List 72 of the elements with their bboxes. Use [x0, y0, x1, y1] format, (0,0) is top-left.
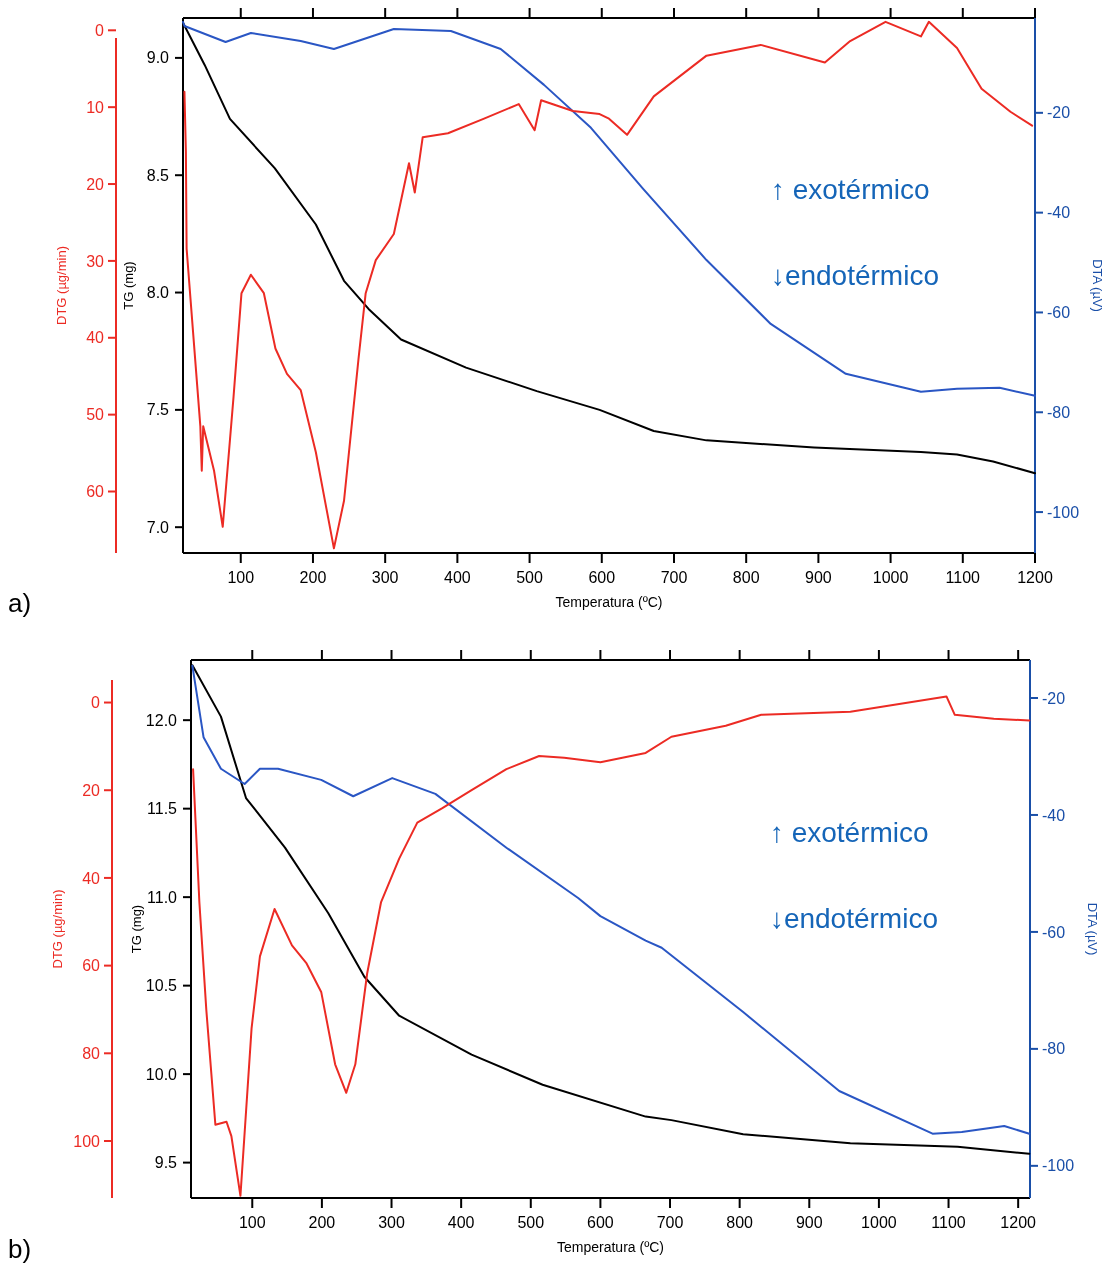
- y2-axis-title: DTA (µV): [1090, 259, 1105, 312]
- y2-tick-label: -100: [1042, 1157, 1075, 1175]
- x-tick-label: 100: [227, 569, 255, 586]
- y-tick-label: 12.0: [145, 711, 178, 729]
- y3-axis-title: DTG (µg/min): [50, 889, 65, 969]
- y-tick-label: 7.5: [146, 401, 170, 419]
- x-tick-label: 600: [588, 569, 616, 586]
- y3-tick-label: 0: [91, 694, 101, 712]
- y-tick-label: 10.5: [145, 977, 178, 995]
- x-tick-label: 500: [516, 569, 544, 586]
- x-tick-label: 1100: [945, 569, 981, 586]
- x-tick-label: 1000: [872, 569, 909, 586]
- x-axis-title: Temperatura (ºC): [556, 1239, 665, 1255]
- x-tick-label: 200: [299, 569, 327, 586]
- x-tick-label: 900: [795, 1214, 823, 1231]
- x-tick-label: 500: [517, 1214, 545, 1231]
- annotation: ↓endotérmico: [770, 259, 939, 291]
- x-tick-label: 1200: [1017, 569, 1053, 586]
- y3-tick-label: 10: [86, 98, 105, 116]
- y3-tick-label: 40: [86, 329, 105, 347]
- y3-tick-label: 40: [82, 869, 101, 887]
- y2-tick-label: -20: [1047, 104, 1071, 122]
- y-tick-label: 11.5: [147, 800, 178, 818]
- y-tick-label: 8.0: [146, 284, 170, 302]
- y2-tick-label: -20: [1042, 689, 1066, 707]
- y-tick-label: 7.0: [146, 518, 170, 536]
- y3-tick-label: 20: [82, 781, 101, 799]
- x-tick-label: 300: [378, 1214, 405, 1231]
- y2-tick-label: -60: [1042, 923, 1066, 941]
- y-tick-label: 8.5: [146, 166, 170, 184]
- y2-tick-label: -80: [1047, 403, 1071, 421]
- x-tick-label: 400: [447, 1214, 475, 1231]
- y2-tick-label: -100: [1047, 503, 1080, 521]
- y-axis-title: TG (mg): [129, 904, 144, 954]
- y-tick-label: 10.0: [145, 1065, 178, 1083]
- x-tick-label: 100: [238, 1214, 266, 1231]
- y2-tick-label: -40: [1042, 806, 1066, 824]
- x-tick-label: 600: [587, 1214, 614, 1231]
- y-tick-label: 9.0: [146, 49, 170, 67]
- y3-tick-label: 60: [82, 957, 101, 975]
- text: a): [8, 588, 32, 618]
- x-tick-label: 700: [660, 569, 688, 586]
- x-tick-label: 1200: [1000, 1214, 1037, 1231]
- y3-tick-label: 80: [82, 1044, 101, 1062]
- y3-tick-label: 60: [86, 483, 105, 501]
- y3-tick-label: 50: [86, 406, 105, 424]
- y3-tick-label: 0: [95, 21, 105, 39]
- y3-axis-title: DTG (µg/min): [54, 246, 69, 325]
- y2-tick-label: -80: [1042, 1040, 1066, 1058]
- x-axis-title: Temperatura (ºC): [555, 594, 663, 610]
- y3-tick-label: 100: [73, 1132, 101, 1150]
- x-tick-label: 800: [726, 1214, 754, 1231]
- annotation: ↑ exotérmico: [769, 816, 929, 848]
- x-tick-label: 700: [656, 1214, 684, 1231]
- annotation: ↑ exotérmico: [770, 174, 930, 205]
- y-tick-label: 9.5: [154, 1154, 178, 1172]
- x-tick-label: 900: [805, 569, 832, 586]
- y2-axis-title: DTA (µV): [1085, 902, 1100, 956]
- y2-tick-label: -40: [1047, 204, 1071, 222]
- x-tick-label: 300: [371, 569, 399, 586]
- y-tick-label: 11.0: [147, 888, 178, 906]
- annotation: ↓endotérmico: [769, 903, 938, 935]
- text: b): [8, 1234, 32, 1264]
- x-tick-label: 1000: [861, 1214, 897, 1231]
- y3-tick-label: 20: [86, 175, 105, 193]
- x-tick-label: 400: [444, 569, 471, 586]
- y2-tick-label: -60: [1047, 304, 1071, 322]
- y-axis-title: TG (mg): [121, 261, 136, 310]
- x-tick-label: 1100: [931, 1214, 966, 1231]
- x-tick-label: 200: [308, 1214, 336, 1231]
- y3-tick-label: 30: [86, 252, 105, 270]
- x-tick-label: 800: [732, 569, 760, 586]
